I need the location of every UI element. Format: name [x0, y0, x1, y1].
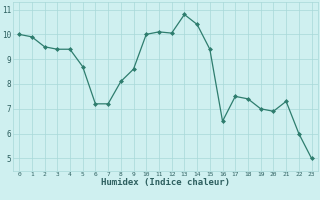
X-axis label: Humidex (Indice chaleur): Humidex (Indice chaleur) [101, 178, 230, 187]
